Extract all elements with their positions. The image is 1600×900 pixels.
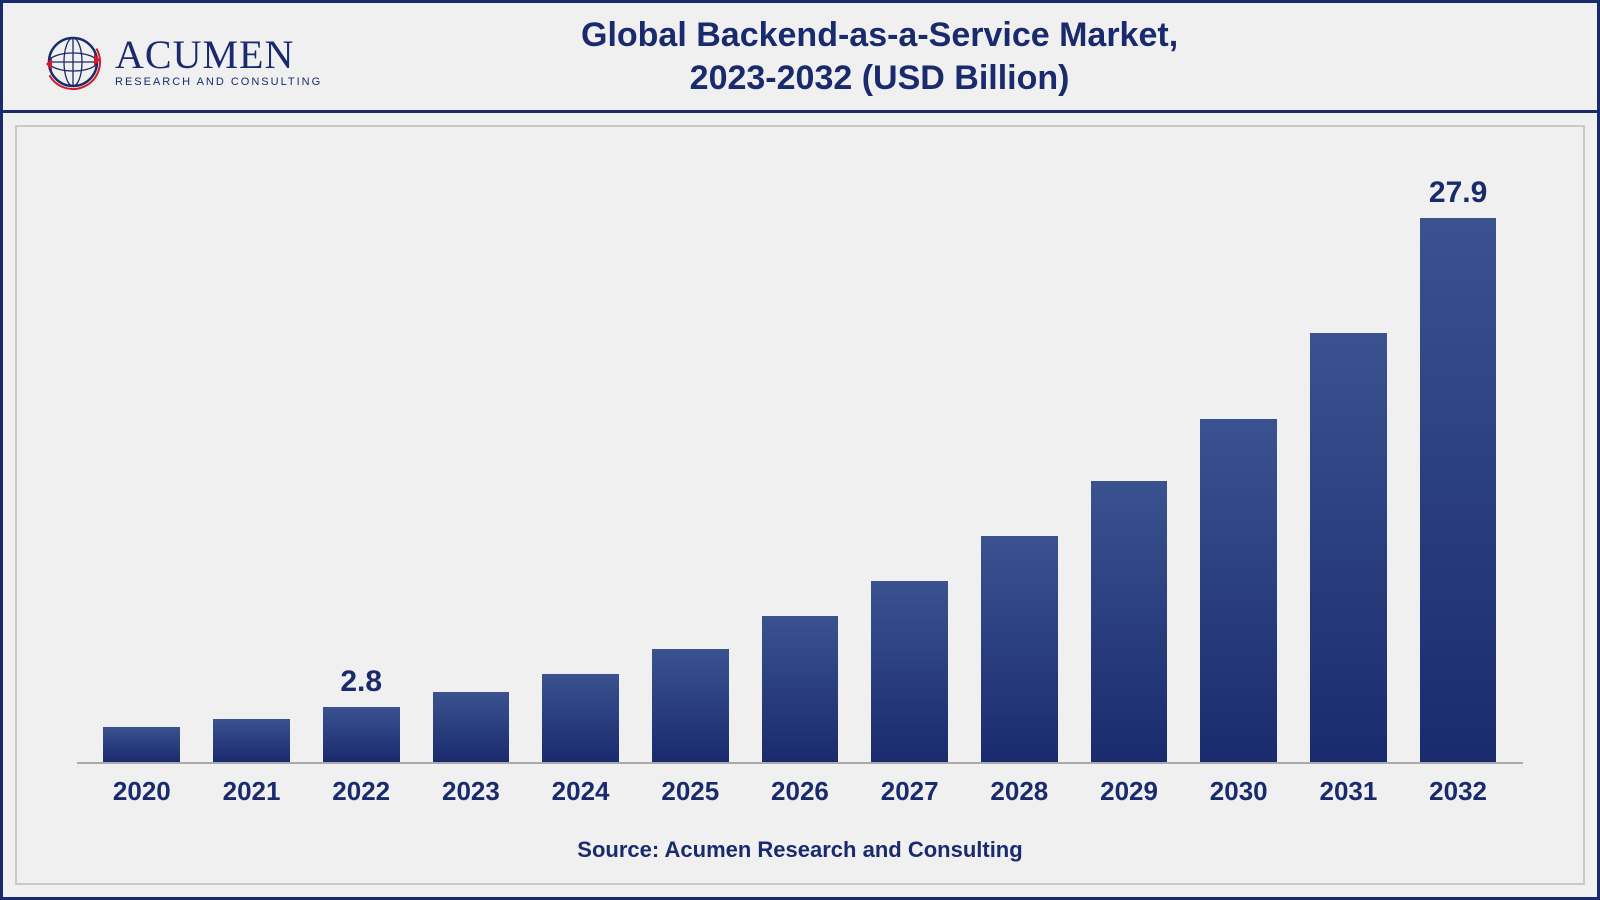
x-tick-label: 2029 — [1074, 776, 1184, 807]
bar — [1200, 419, 1277, 762]
bar — [871, 581, 948, 762]
bar — [1091, 481, 1168, 762]
bar-column — [635, 177, 745, 762]
x-tick-label: 2030 — [1184, 776, 1294, 807]
chart-title-line1: Global Backend-as-a-Service Market, — [581, 16, 1178, 54]
bar — [213, 719, 290, 762]
chart-title-line2: 2023-2032 (USD Billion) — [690, 59, 1070, 97]
x-tick-label: 2022 — [306, 776, 416, 807]
bar — [762, 616, 839, 762]
chart-title: Global Backend-as-a-Service Market, 2023… — [322, 14, 1557, 99]
bar — [103, 727, 180, 762]
bar: 27.9 — [1420, 218, 1497, 762]
bar-column: 2.8 — [306, 177, 416, 762]
header-band: ACUMEN RESEARCH AND CONSULTING Global Ba… — [3, 3, 1597, 113]
bar — [652, 649, 729, 762]
chart-outer-frame: ACUMEN RESEARCH AND CONSULTING Global Ba… — [0, 0, 1600, 900]
bar-column — [1074, 177, 1184, 762]
bar-value-label: 2.8 — [340, 665, 382, 699]
x-tick-label: 2026 — [745, 776, 855, 807]
bar-column — [855, 177, 965, 762]
x-tick-label: 2028 — [965, 776, 1075, 807]
x-tick-label: 2027 — [855, 776, 965, 807]
bar-column — [87, 177, 197, 762]
bar — [542, 674, 619, 762]
x-tick-label: 2024 — [526, 776, 636, 807]
x-axis: 2020202120222023202420252026202720282029… — [77, 764, 1523, 807]
bar-column — [197, 177, 307, 762]
bar-column — [1184, 177, 1294, 762]
bar-value-label: 27.9 — [1429, 176, 1487, 210]
bar — [1310, 333, 1387, 762]
logo-text: ACUMEN RESEARCH AND CONSULTING — [115, 35, 322, 88]
logo-main-text: ACUMEN — [115, 35, 322, 75]
x-tick-label: 2025 — [635, 776, 745, 807]
globe-icon — [43, 32, 103, 92]
bar-column: 27.9 — [1403, 177, 1513, 762]
x-tick-label: 2020 — [87, 776, 197, 807]
bar-column — [416, 177, 526, 762]
x-tick-label: 2032 — [1403, 776, 1513, 807]
bar: 2.8 — [323, 707, 400, 762]
x-tick-label: 2021 — [197, 776, 307, 807]
logo-sub-text: RESEARCH AND CONSULTING — [115, 77, 322, 88]
bar-column — [745, 177, 855, 762]
logo-block: ACUMEN RESEARCH AND CONSULTING — [43, 22, 322, 92]
bar — [981, 536, 1058, 762]
source-text: Source: Acumen Research and Consulting — [77, 807, 1523, 863]
x-tick-label: 2023 — [416, 776, 526, 807]
bar — [433, 692, 510, 762]
plot-area: 2.8 27.9 — [77, 177, 1523, 764]
bar-column — [1294, 177, 1404, 762]
x-tick-label: 2031 — [1294, 776, 1404, 807]
bar-column — [526, 177, 636, 762]
chart-body: 2.8 27.9 20202021202220232024202520262027… — [15, 125, 1585, 885]
bar-column — [965, 177, 1075, 762]
